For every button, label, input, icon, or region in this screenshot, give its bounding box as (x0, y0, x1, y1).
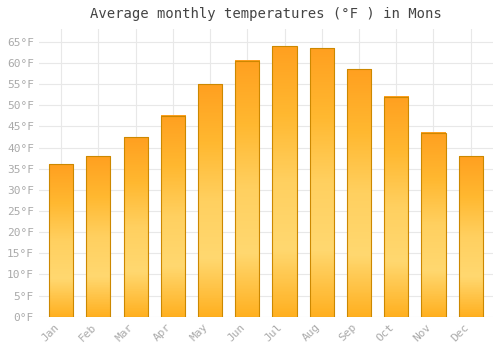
Bar (310, 48, 334, 317)
Bar (347, 69, 371, 317)
Bar (422, 133, 446, 317)
Bar (235, 61, 260, 317)
Bar (124, 137, 148, 317)
Bar (384, 97, 408, 317)
Bar (198, 84, 222, 317)
Bar (86, 156, 110, 317)
Title: Average monthly temperatures (°F ) in Mons: Average monthly temperatures (°F ) in Mo… (90, 7, 442, 21)
Bar (49, 164, 73, 317)
Bar (272, 46, 296, 317)
Bar (458, 156, 483, 317)
Bar (160, 116, 185, 317)
